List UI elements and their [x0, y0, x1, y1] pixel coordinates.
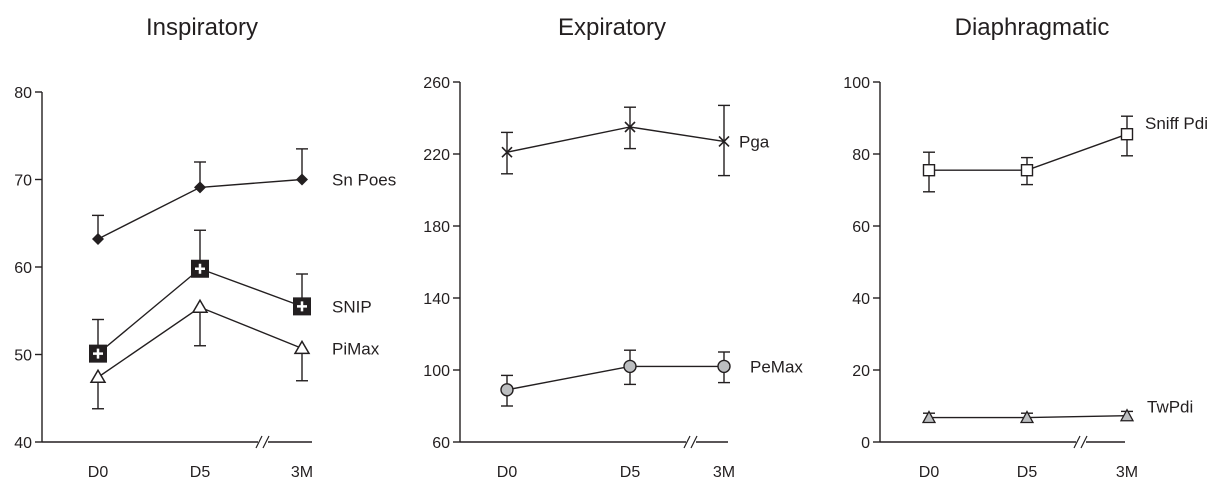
panel-3-y-tick-label: 80	[852, 147, 870, 164]
panel-2-data-point	[717, 359, 731, 374]
panel-3-title: Diaphragmatic	[955, 14, 1110, 41]
panel-3-y-tick-label: 0	[861, 435, 870, 452]
panel-1-data-point	[89, 368, 107, 383]
panel-1-y-tick-label: 40	[14, 435, 32, 452]
panel-1-series-2	[89, 229, 311, 363]
panel-2-y-tick-label: 60	[432, 435, 450, 452]
panel-1-axis-break-a	[255, 435, 263, 449]
panel-3-axis-break-b	[1080, 435, 1088, 449]
panel-3-x-tick-label: 3M	[1116, 464, 1138, 481]
panel-2-series-label: Pga	[739, 132, 770, 151]
panel-2-y-tick-label: 100	[423, 363, 450, 380]
panel-2-x-tick-label: D5	[620, 464, 641, 481]
panel-1-y-tick-label: 50	[14, 348, 32, 365]
panel-3-series-1	[922, 115, 1134, 193]
panel-3-data-point	[921, 410, 937, 424]
panel-3-series-label: Sniff Pdi	[1145, 114, 1208, 133]
panel-2-series-label: PeMax	[750, 357, 803, 376]
panel-3-y-tick-label: 20	[852, 363, 870, 380]
panel-2-data-point-b	[501, 146, 513, 158]
panel-2-y-tick-label: 260	[423, 75, 450, 92]
panel-3-series-label: TwPdi	[1147, 398, 1193, 417]
panel-2-title: Expiratory	[558, 14, 666, 41]
panel-1-y-tick-label: 70	[14, 173, 32, 190]
panel-1-data-point	[194, 181, 206, 194]
panel-2-axis-break-b	[690, 435, 698, 449]
panel-2-series-line	[506, 365, 724, 391]
panel-1-series-1	[92, 148, 308, 245]
panel-1-title: Inspiratory	[146, 14, 258, 41]
panel-1-series-label: PiMax	[332, 339, 380, 358]
panel-3-y-tick-label: 40	[852, 291, 870, 308]
panel-1-series-3	[89, 298, 311, 410]
panel-3-axis-break-a	[1073, 435, 1081, 449]
panel-3-data-point	[1120, 127, 1134, 141]
panel-3-data-point	[1019, 410, 1035, 424]
panel-3-data-point	[1020, 163, 1034, 177]
panel-2-axis-break-a	[683, 435, 691, 449]
panel-2-y-tick-label: 140	[423, 291, 450, 308]
panel-3-x-tick-label: D5	[1017, 464, 1038, 481]
panel-2-data-point	[500, 383, 514, 397]
panel-1-data-point	[191, 298, 209, 313]
panel-3-data-point	[1119, 408, 1135, 422]
panel-3-y-tick-label: 60	[852, 219, 870, 236]
panel-2-data-point-b	[624, 121, 636, 133]
panel-2-series-1	[501, 104, 730, 177]
panel-1-data-point	[293, 339, 311, 355]
panel-3-y-tick-label: 100	[843, 75, 870, 92]
panel-3-x-tick-label: D0	[919, 464, 940, 481]
panel-1-y-tick-label: 80	[14, 85, 32, 102]
panel-1-axis-break-b	[262, 435, 270, 449]
panel-1-y-tick-label: 60	[14, 260, 32, 277]
panel-1-series-label: SNIP	[332, 297, 372, 316]
panel-2-series-line	[506, 126, 725, 153]
panel-2-y-tick-label: 220	[423, 147, 450, 164]
panel-1-x-tick-label: D5	[190, 464, 211, 481]
panel-1-series-label: Sn Poes	[332, 171, 396, 190]
panel-3-data-point	[922, 163, 936, 177]
panel-2-data-point	[623, 359, 637, 374]
panel-1-x-tick-label: 3M	[291, 464, 313, 481]
panel-1-data-point	[296, 173, 308, 186]
panel-2-x-tick-label: 3M	[713, 464, 735, 481]
panel-2-y-tick-label: 180	[423, 219, 450, 236]
panel-1-data-point	[92, 233, 104, 245]
panel-2-data-point-b	[718, 135, 730, 147]
panel-2-x-tick-label: D0	[497, 464, 518, 481]
panel-1-x-tick-label: D0	[88, 464, 109, 481]
panel-3-series-2	[921, 408, 1135, 424]
panel-2-series-2	[500, 349, 731, 407]
